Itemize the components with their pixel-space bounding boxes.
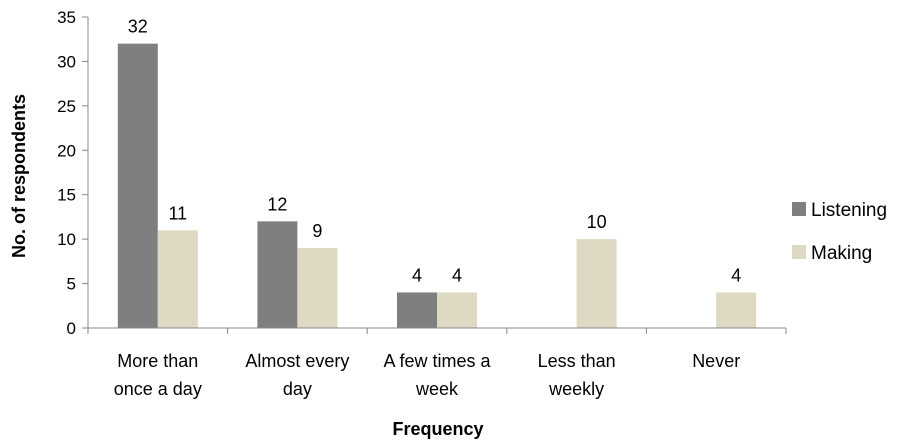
data-labels: 32 11 12 9 4 4 10 4 (128, 17, 741, 286)
y-tick-label: 35 (57, 8, 76, 27)
x-category-label: weekly (548, 379, 604, 399)
data-label: 4 (452, 265, 462, 285)
x-category-label: Less than (538, 351, 616, 371)
x-category-label: Never (692, 351, 740, 371)
bar-making (576, 239, 617, 328)
data-label: 4 (731, 265, 741, 285)
bar-listening (117, 43, 158, 329)
legend: Listening Making (792, 200, 887, 264)
data-label: 9 (312, 221, 322, 241)
bar-listening (257, 221, 298, 328)
legend-label-listening: Listening (811, 200, 887, 221)
x-category-label: A few times a (383, 351, 491, 371)
y-tick-label: 0 (67, 319, 76, 338)
data-label: 32 (128, 17, 148, 37)
x-category-label: week (415, 379, 459, 399)
legend-swatch-listening (792, 202, 806, 216)
x-axis-categories: More than once a day Almost every day A few … (114, 351, 740, 399)
x-category-label: day (283, 379, 312, 399)
y-tick-label: 20 (57, 141, 76, 160)
legend-label-making: Making (811, 243, 872, 264)
bar-making (437, 292, 477, 328)
y-axis-title: No. of respondents (9, 94, 29, 258)
data-label: 4 (412, 265, 422, 285)
data-label: 12 (267, 194, 287, 214)
y-tick-label: 5 (67, 275, 76, 294)
bar-making (716, 292, 757, 328)
y-axis-ticks: 0 5 10 15 20 25 30 35 (57, 8, 88, 338)
y-tick-label: 15 (57, 186, 76, 205)
y-tick-label: 10 (57, 230, 76, 249)
data-label: 11 (168, 203, 187, 223)
x-axis-title: Frequency (392, 419, 483, 439)
x-category-label: once a day (114, 379, 202, 399)
bar-listening (397, 292, 437, 328)
legend-swatch-making (792, 245, 806, 259)
y-tick-label: 25 (57, 97, 76, 116)
bar-making (157, 230, 198, 328)
x-category-label: Almost every (245, 351, 349, 371)
bar-making (297, 248, 338, 328)
bars (117, 43, 757, 329)
x-category-label: More than (117, 351, 198, 371)
axes (87, 17, 787, 334)
data-label: 10 (587, 212, 607, 232)
y-tick-label: 30 (57, 52, 76, 71)
